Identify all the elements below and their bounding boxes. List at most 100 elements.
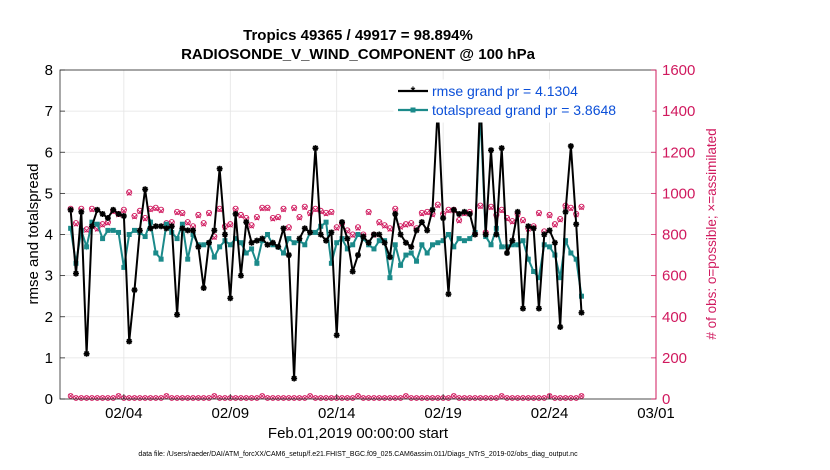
obs-assimilated-point bbox=[445, 208, 451, 214]
bottom-obs-possible-point bbox=[552, 395, 558, 401]
bottom-obs-possible-point bbox=[429, 395, 436, 401]
rmse-point bbox=[179, 225, 186, 232]
totalspread-point bbox=[68, 225, 74, 231]
bottom-obs-possible-point bbox=[105, 395, 111, 401]
totalspread-point bbox=[116, 229, 122, 235]
obs-possible-point bbox=[280, 205, 287, 212]
totalspread-point bbox=[350, 242, 356, 248]
rmse-point bbox=[386, 254, 393, 261]
totalspread-point bbox=[563, 238, 569, 244]
rmse-point bbox=[551, 239, 558, 246]
obs-possible-point bbox=[195, 211, 202, 219]
obs-assimilated-point bbox=[350, 233, 356, 239]
totalspread-point bbox=[227, 242, 233, 248]
rmse-point bbox=[232, 210, 239, 217]
obs-assimilated-point bbox=[499, 208, 505, 214]
bottom-obs-possible-point bbox=[392, 395, 399, 401]
totalspread-point bbox=[233, 236, 239, 242]
bottom-obs-possible-point bbox=[541, 395, 548, 401]
rmse-point bbox=[307, 229, 314, 236]
obs-possible-point bbox=[126, 189, 133, 196]
bottom-obs-possible-point bbox=[147, 395, 154, 401]
totalspread-point bbox=[185, 256, 191, 262]
rmse-point bbox=[402, 239, 409, 246]
totalspread-point bbox=[499, 244, 505, 250]
bottom-obs-possible-point bbox=[498, 393, 505, 399]
axes-layer: 02/04 02/09 02/14 02/19 02/24 03/010123456780… bbox=[45, 62, 696, 422]
bottom-obs-possible-point bbox=[222, 395, 228, 401]
bottom-obs-possible-point bbox=[73, 395, 79, 401]
totalspread-point bbox=[403, 252, 409, 258]
legend-box bbox=[393, 79, 653, 123]
obs-possible-point bbox=[567, 204, 574, 211]
obs-assimilated-point bbox=[387, 226, 393, 232]
bottom-obs-assimilated-point bbox=[403, 393, 409, 399]
totalspread-point bbox=[451, 244, 457, 250]
bottom-obs-assimilated-point bbox=[355, 393, 361, 399]
rmse-point bbox=[573, 221, 580, 228]
bottom-obs-possible-point bbox=[190, 395, 196, 401]
bottom-obs-possible-point bbox=[232, 395, 239, 401]
rmse-point bbox=[190, 227, 197, 234]
obs-assimilated-point bbox=[328, 210, 334, 216]
obs-assimilated-point bbox=[509, 219, 515, 225]
bottom-obs-possible-point bbox=[568, 395, 574, 401]
rmse-point bbox=[349, 268, 356, 275]
totalspread-point bbox=[94, 221, 100, 227]
bottom-obs-possible-point bbox=[243, 395, 250, 401]
rmse-point bbox=[519, 305, 526, 312]
obs-assimilated-point bbox=[73, 221, 79, 227]
obs-possible-point bbox=[349, 231, 356, 238]
obs-assimilated-point bbox=[296, 215, 302, 221]
obs-possible-point bbox=[264, 204, 271, 211]
bottom-obs-assimilated-point bbox=[164, 393, 169, 399]
y-left-tick-label: 5 bbox=[45, 185, 53, 202]
y-right-tick-label: 600 bbox=[662, 268, 687, 285]
bottom-obs-possible-point bbox=[259, 393, 266, 399]
bottom-obs-possible-point bbox=[78, 395, 85, 401]
rmse-point bbox=[83, 350, 90, 357]
obs-assimilated-point bbox=[249, 223, 255, 229]
obs-possible-point bbox=[99, 221, 106, 228]
x-tick-label: 02/19 bbox=[424, 405, 462, 422]
rmse-point bbox=[456, 210, 463, 217]
data-file-footer: data file: /Users/raeder/DAI/ATM_forcXX/… bbox=[138, 451, 578, 458]
rmse-point bbox=[333, 332, 340, 339]
obs-possible-point bbox=[291, 204, 298, 211]
rmse-point bbox=[339, 219, 346, 226]
rmse-point bbox=[253, 237, 260, 244]
obs-assimilated-point bbox=[557, 217, 563, 223]
totalspread-point bbox=[211, 254, 217, 260]
rmse-point bbox=[78, 208, 85, 215]
bottom-obs-possible-point bbox=[275, 395, 282, 401]
totalspread-point bbox=[557, 275, 563, 281]
obs-assimilated-point bbox=[121, 208, 127, 214]
obs-possible-point bbox=[312, 205, 319, 212]
x-tick-label: 03/01 bbox=[637, 405, 675, 422]
totalspread-point bbox=[158, 256, 164, 262]
rmse-point bbox=[514, 208, 521, 215]
bottom-obs-possible-point bbox=[434, 395, 441, 401]
rmse-point bbox=[243, 219, 250, 226]
totalspread-point bbox=[302, 242, 308, 248]
obs-possible-point bbox=[519, 217, 527, 224]
legend-spread-marker bbox=[410, 107, 416, 113]
obs-possible-point bbox=[200, 220, 207, 227]
rmse-point bbox=[317, 231, 324, 238]
rmse-point bbox=[285, 252, 292, 259]
rmse-point bbox=[158, 223, 165, 230]
y-right-tick-label: 800 bbox=[662, 227, 687, 244]
bottom-obs-possible-point bbox=[110, 395, 117, 401]
bottom-obs-possible-point bbox=[477, 395, 484, 401]
bottom-obs-possible-point bbox=[142, 395, 148, 401]
bottom-obs-possible-point bbox=[371, 395, 377, 401]
totalspread-point bbox=[89, 219, 95, 225]
obs-assimilated-point bbox=[195, 213, 201, 219]
obs-possible-point bbox=[237, 211, 244, 219]
bottom-obs-possible-point bbox=[285, 395, 292, 401]
obs-assimilated-point bbox=[126, 190, 132, 196]
rmse-point bbox=[195, 243, 202, 250]
rmse-point bbox=[546, 227, 553, 234]
y-right-tick-label: 400 bbox=[662, 309, 687, 326]
rmse-point bbox=[269, 239, 276, 246]
